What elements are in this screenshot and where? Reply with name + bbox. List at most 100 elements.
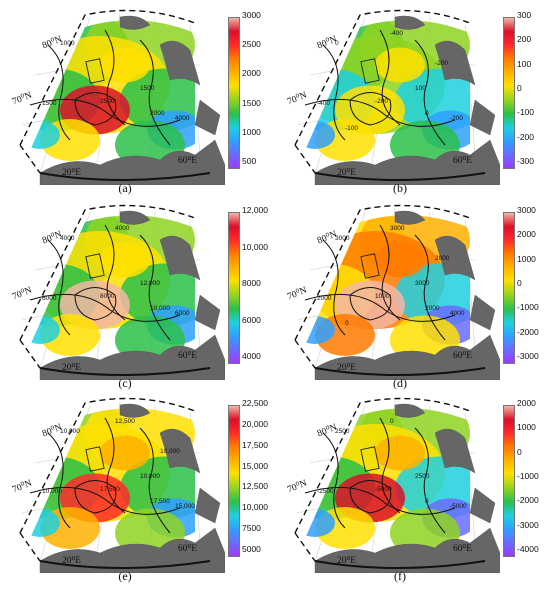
land-mass <box>39 403 225 573</box>
latitude-arc <box>314 172 486 181</box>
map-panel-a: 1000 1500 2500 1500 2000 4000 80⁰N 70⁰N 20⁰E 60⁰E… <box>0 5 261 195</box>
contour-label: -400 <box>390 30 403 37</box>
contour-label: 0 <box>390 418 394 425</box>
colorbar <box>228 17 240 169</box>
region-box <box>85 58 105 84</box>
sector-outline <box>294 9 471 174</box>
colorbar <box>503 212 515 364</box>
colorbar-tick: 1500 <box>242 97 261 108</box>
colorbar-tick: 10,000 <box>242 502 268 513</box>
colorbar-tick: -1000 <box>517 471 539 481</box>
land-mass <box>39 15 225 185</box>
lon-label: 20⁰E <box>62 363 82 373</box>
colorbar-tick: 1000 <box>517 253 536 264</box>
panel-caption: (a) <box>118 181 132 195</box>
colorbar-tick: 15,000 <box>242 460 268 471</box>
contour-label: 2000 <box>150 110 165 117</box>
contour-line <box>104 417 126 514</box>
land-mass <box>314 15 500 185</box>
colorbar-tick: -300 <box>517 156 535 166</box>
colorbar-tick: 2000 <box>242 68 261 79</box>
colorbar-tick: 22,500 <box>242 398 268 408</box>
contour-label: 6000 <box>175 310 190 317</box>
panel-caption: (e) <box>118 569 132 583</box>
contour-label: 0 <box>425 110 429 117</box>
contour-line <box>349 287 392 321</box>
data-field <box>303 20 470 165</box>
colorbar-tick: -4000 <box>517 544 539 554</box>
contour-label: -200 <box>375 98 388 105</box>
contour-line <box>379 224 401 321</box>
colorbar-tick: -2000 <box>517 495 539 506</box>
colorbar-tick: 12,000 <box>242 205 268 215</box>
colorbar-tick: 3000 <box>517 205 536 215</box>
colorbar-tick: -2000 <box>517 326 539 337</box>
colorbar-tick: 2000 <box>517 398 536 408</box>
colorbar-tick: -3000 <box>517 351 539 361</box>
contour-line <box>322 44 346 141</box>
panel-caption: (d) <box>393 376 407 390</box>
contour-label: -200 <box>435 60 448 67</box>
contour-line <box>139 427 171 534</box>
map-panel-d: 3000 2000 1000 3000 2000 4000 3000 2000 0 80⁰N 70⁰… <box>275 200 539 390</box>
contour-label: -2500 <box>317 488 334 495</box>
colorbar-tick: 8000 <box>242 278 261 288</box>
contour-label: 12,500 <box>115 418 135 425</box>
panel-caption: (c) <box>118 376 132 390</box>
colorbar <box>503 17 515 169</box>
contour-label: 4000 <box>60 235 75 242</box>
contour-label: 2500 <box>415 473 430 480</box>
contour-label: 3000 <box>415 280 430 287</box>
colorbar-tick: -3000 <box>517 519 539 530</box>
data-field <box>28 408 195 553</box>
land-mass <box>314 403 500 573</box>
latitude-arc <box>39 367 211 376</box>
contour-line <box>304 293 456 322</box>
latitude-arc <box>39 172 211 181</box>
colorbar-tick: 500 <box>242 156 257 166</box>
contour-label: 1000 <box>375 293 390 300</box>
contour-label: 2000 <box>425 305 440 312</box>
lon-label: 20⁰E <box>62 168 82 178</box>
contour-line <box>29 486 181 515</box>
colorbar-tick: 7500 <box>242 523 261 534</box>
data-field <box>28 215 195 360</box>
contour-line <box>414 234 446 341</box>
contour-label: -200 <box>450 115 463 122</box>
colorbar <box>228 405 240 557</box>
contour-label: 4000 <box>175 115 190 122</box>
colorbar-tick: 20,000 <box>242 418 268 429</box>
contour-label: 0 <box>425 498 429 505</box>
colorbar-tick: 1000 <box>517 422 536 433</box>
lon-label: 60⁰E <box>178 156 198 166</box>
colorbar-tick: 0 <box>517 446 522 457</box>
sector-outline <box>19 397 196 562</box>
region-box <box>360 58 380 84</box>
lon-label: 20⁰E <box>337 556 357 566</box>
contour-label: 100 <box>415 85 426 92</box>
lon-label: 60⁰E <box>178 351 198 361</box>
data-field <box>303 408 470 553</box>
lon-label: 20⁰E <box>337 363 357 373</box>
contour-label: 17,500 <box>100 486 120 493</box>
land-mass <box>39 210 225 380</box>
map-panel-e: 10,000 10,000 17,500 10,000 17,500 15,000 12,5… <box>0 393 268 583</box>
data-field <box>303 215 470 360</box>
contour-label: 0 <box>345 320 349 327</box>
contour-label: 10,000 <box>140 473 160 480</box>
panel-caption: (f) <box>394 569 406 583</box>
colorbar-tick: 10,000 <box>242 241 268 252</box>
contour-line <box>139 39 171 146</box>
colorbar-tick: 0 <box>517 278 522 288</box>
contour-label: 2500 <box>335 428 350 435</box>
latitude-arc <box>314 367 486 376</box>
contour-line <box>29 293 181 322</box>
map-panel-f: 2500 -2500 -5000 2500 0 -5000 0 80⁰N 70⁰N 20⁰E 60⁰… <box>275 393 539 583</box>
contour-label: -100 <box>345 125 358 132</box>
contour-label: 3000 <box>390 225 405 232</box>
colorbar-tick: 300 <box>517 10 532 20</box>
contour-label: 6000 <box>42 295 57 302</box>
colorbar-tick: 6000 <box>242 314 261 325</box>
colorbar-tick: 12,500 <box>242 481 268 492</box>
contour-line <box>104 29 126 126</box>
